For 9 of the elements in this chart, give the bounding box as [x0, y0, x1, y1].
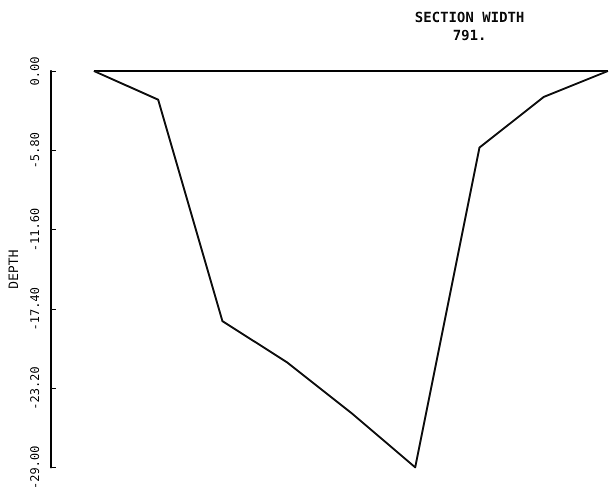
y-tick-label: -23.20: [28, 366, 42, 410]
y-tick-label: -17.40: [28, 287, 42, 330]
y-axis-title: DEPTH: [7, 250, 22, 289]
y-tick-label: -29.00: [28, 446, 42, 490]
chart-title: SECTION WIDTH: [414, 10, 524, 26]
y-tick-label: 0.00: [28, 56, 42, 86]
chart-subtitle: 791.: [452, 28, 486, 44]
y-tick-label: -5.80: [28, 132, 42, 168]
y-tick-label: -11.60: [28, 208, 42, 252]
